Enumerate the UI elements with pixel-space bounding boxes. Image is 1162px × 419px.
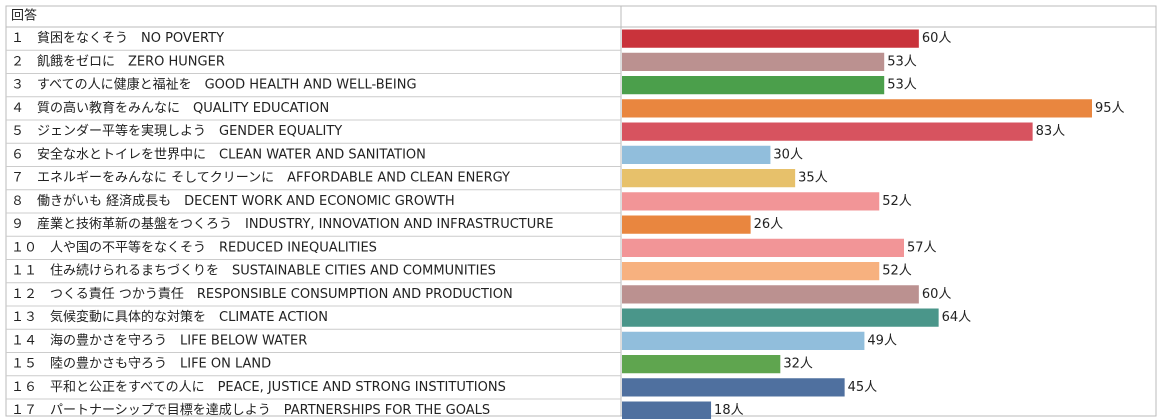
value-label: 53人 — [887, 78, 917, 93]
bar — [622, 285, 919, 304]
bar — [622, 76, 885, 95]
column-header: 回答 — [11, 8, 37, 24]
value-label: 83人 — [1036, 124, 1066, 139]
bar — [622, 215, 751, 234]
category-label: １５ 陸の豊かさも守ろう LIFE ON LAND — [11, 356, 271, 372]
value-label: 18人 — [714, 403, 744, 418]
category-label: １１ 住み続けられるまちづくりを SUSTAINABLE CITIES AND … — [11, 264, 496, 279]
category-label: １６ 平和と公正をすべての人に PEACE, JUSTICE AND STRON… — [11, 380, 506, 395]
value-label: 26人 — [754, 217, 784, 232]
category-label: ３ すべての人に健康と福祉を GOOD HEALTH AND WELL-BEIN… — [11, 77, 417, 93]
category-label: ２ 飢餓をゼロに ZERO HUNGER — [11, 54, 225, 69]
bar — [622, 378, 845, 397]
bar — [622, 355, 781, 374]
category-label: １４ 海の豊かさを守ろう LIFE BELOW WATER — [11, 333, 307, 348]
value-label: 60人 — [922, 287, 952, 302]
category-label: ６ 安全な水とトイレを世界中に CLEAN WATER AND SANITATI… — [11, 146, 426, 162]
category-label: １ 貧困をなくそう NO POVERTY — [11, 31, 224, 46]
category-label: ４ 質の高い教育をみんなに QUALITY EDUCATION — [11, 100, 329, 116]
bar — [622, 238, 904, 257]
bar — [622, 29, 919, 48]
category-label: ５ ジェンダー平等を実現しよう GENDER EQUALITY — [11, 123, 342, 139]
value-label: 52人 — [882, 264, 912, 279]
category-label: １０ 人や国の不平等をなくそう REDUCED INEQUALITIES — [11, 239, 377, 255]
bar — [622, 52, 885, 71]
value-label: 32人 — [783, 357, 813, 372]
category-label: ９ 産業と技術革新の基盤をつくろう INDUSTRY, INNOVATION A… — [11, 216, 554, 232]
bar — [622, 262, 880, 281]
value-label: 30人 — [773, 147, 803, 162]
bar — [622, 401, 712, 419]
category-label: ８ 働きがいも 経済成長も DECENT WORK AND ECONOMIC G… — [11, 193, 455, 209]
category-label: １２ つくる責任 つかう責任 RESPONSIBLE CONSUMPTION A… — [11, 287, 513, 302]
value-label: 64人 — [942, 310, 972, 325]
bar — [622, 192, 880, 211]
value-label: 57人 — [907, 240, 937, 255]
value-label: 60人 — [922, 31, 952, 46]
value-label: 45人 — [848, 380, 878, 395]
category-label: ７ エネルギーをみんなに そしてクリーンに AFFORDABLE AND CLE… — [11, 171, 510, 186]
bar — [622, 169, 796, 188]
value-label: 53人 — [887, 54, 917, 69]
category-label: １３ 気候変動に具体的な対策を CLIMATE ACTION — [11, 309, 328, 325]
bar — [622, 331, 865, 350]
table-frame — [5, 5, 1157, 417]
bar — [622, 122, 1033, 141]
value-label: 49人 — [867, 333, 897, 348]
bar — [622, 145, 771, 164]
value-label: 95人 — [1095, 101, 1125, 116]
value-label: 35人 — [798, 171, 828, 186]
bar — [622, 99, 1092, 118]
bar — [622, 308, 939, 327]
value-label: 52人 — [882, 194, 912, 209]
category-label: １７ パートナーシップで目標を達成しよう PARTNERSHIPS FOR TH… — [11, 403, 490, 418]
